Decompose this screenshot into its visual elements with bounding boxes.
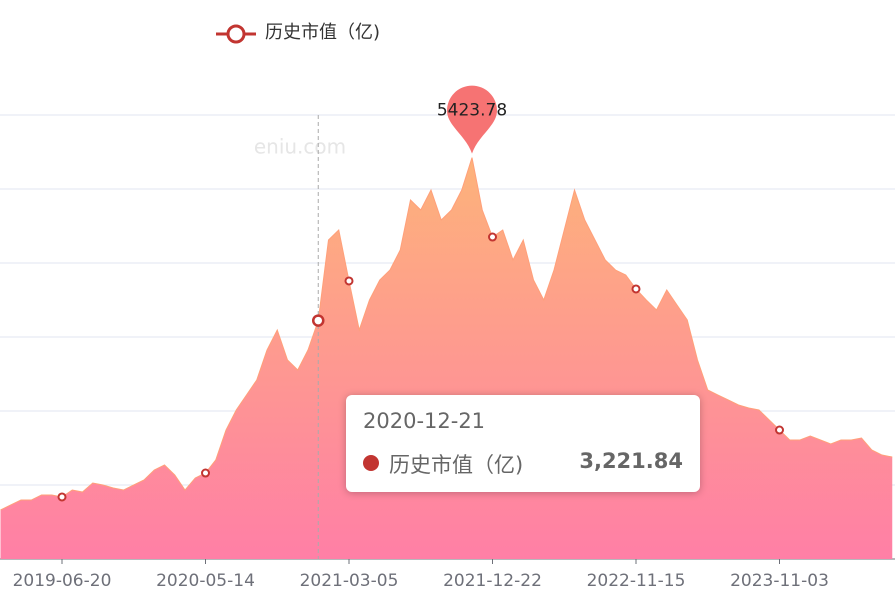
tooltip-series: 历史市值（亿) [389,453,524,477]
point [57,492,67,502]
point [775,425,784,435]
tooltip-dot [363,455,379,471]
mark-point [447,85,497,154]
x-tick-label: 2023-11-03 [730,571,829,591]
legend-symbol [226,24,246,44]
point [201,468,210,478]
tooltip: 2020-12-21 历史市值（亿) 3,221.84 [346,395,700,492]
x-tick-label: 2020-05-14 [156,571,255,591]
tooltip-date: 2020-12-21 [363,409,486,433]
mark-point-label: 5423.78 [437,101,507,121]
legend-label[interactable]: 历史市值（亿) [265,22,380,43]
point [631,284,641,294]
x-tick-label: 2021-03-05 [300,571,399,591]
area [0,157,893,559]
tooltip-value: 3,221.84 [579,449,683,473]
hover-point [312,314,325,327]
x-tick-label: 2019-06-20 [13,571,112,591]
x-tick-label: 2021-12-22 [443,571,542,591]
x-tick-label: 2022-11-15 [587,571,686,591]
line [0,157,893,511]
point [488,232,497,242]
watermark: eniu.com [254,135,346,159]
point [344,276,354,286]
